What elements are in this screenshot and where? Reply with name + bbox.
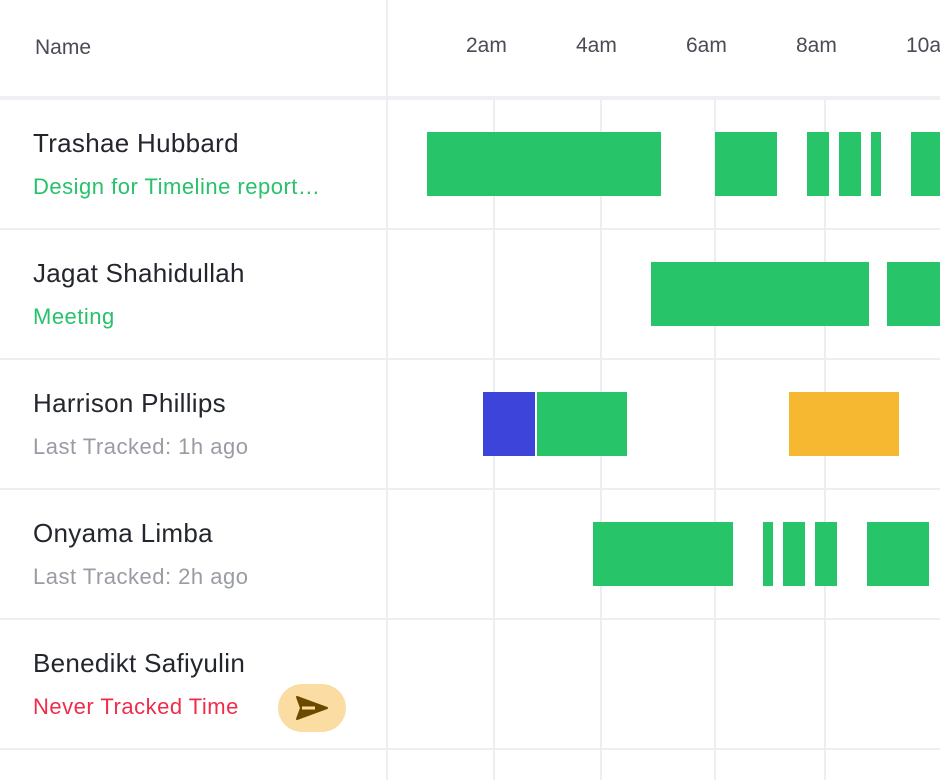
activity-bar[interactable] — [715, 132, 777, 196]
name-column-header[interactable]: Name — [35, 36, 92, 59]
member-name[interactable]: Harrison Phillips — [33, 388, 226, 418]
timeline-header: Name 2am 4am 6am 8am 10am — [0, 0, 940, 100]
last-tracked: Last Tracked: 1h ago — [33, 434, 249, 459]
activity-bar[interactable] — [763, 522, 773, 586]
current-task: Design for Timeline report… — [33, 174, 321, 199]
last-tracked: Last Tracked: 2h ago — [33, 564, 249, 589]
hour-label: 8am — [796, 34, 837, 57]
member-name[interactable]: Jagat Shahidullah — [33, 258, 245, 288]
send-reminder-button[interactable] — [278, 684, 346, 732]
member-name[interactable]: Onyama Limba — [33, 518, 213, 548]
never-tracked-status: Never Tracked Time — [33, 694, 239, 719]
table-row[interactable]: Benedikt Safiyulin Never Tracked Time — [0, 620, 940, 750]
table-row[interactable]: Jagat Shahidullah Meeting — [0, 230, 940, 360]
activity-bar[interactable] — [911, 132, 940, 196]
activity-bar[interactable] — [807, 132, 829, 196]
table-row[interactable]: Harrison Phillips Last Tracked: 1h ago — [0, 360, 940, 490]
member-name[interactable]: Trashae Hubbard — [33, 128, 239, 158]
table-row[interactable]: Trashae Hubbard Design for Timeline repo… — [0, 100, 940, 230]
idle-bar[interactable] — [789, 392, 899, 456]
activity-bar[interactable] — [783, 522, 805, 586]
table-row[interactable]: Onyama Limba Last Tracked: 2h ago — [0, 490, 940, 620]
activity-bar[interactable] — [839, 132, 861, 196]
activity-bar[interactable] — [651, 262, 869, 326]
send-icon — [296, 696, 328, 720]
hour-label: 6am — [686, 34, 727, 57]
activity-bar[interactable] — [537, 392, 627, 456]
activity-bar[interactable] — [427, 132, 661, 196]
activity-bar[interactable] — [815, 522, 837, 586]
activity-bar[interactable] — [483, 392, 535, 456]
activity-bar[interactable] — [887, 262, 940, 326]
column-divider — [386, 0, 388, 780]
member-name[interactable]: Benedikt Safiyulin — [33, 648, 246, 678]
hour-label: 4am — [576, 34, 617, 57]
activity-bar[interactable] — [593, 522, 733, 586]
activity-bar[interactable] — [871, 132, 881, 196]
current-task: Meeting — [33, 304, 115, 329]
gridline — [714, 100, 716, 780]
hour-label: 10am — [906, 34, 940, 57]
hour-label: 2am — [466, 34, 507, 57]
activity-bar[interactable] — [867, 522, 929, 586]
